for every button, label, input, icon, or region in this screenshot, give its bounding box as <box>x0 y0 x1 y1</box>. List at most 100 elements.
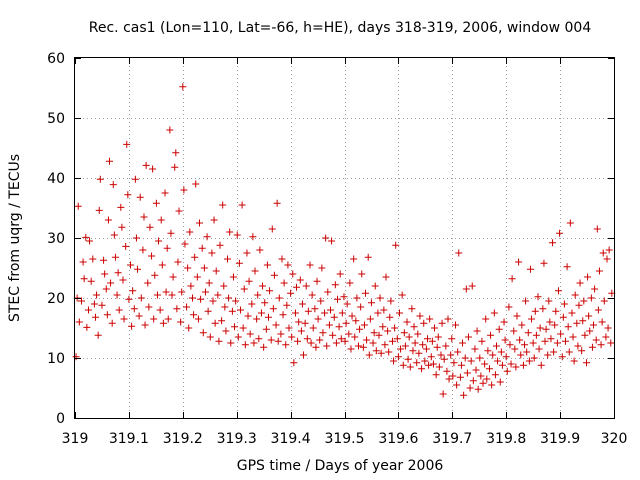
data-point <box>119 276 127 284</box>
data-point <box>456 373 464 381</box>
data-point <box>323 342 331 350</box>
data-point <box>379 323 387 331</box>
data-point <box>263 261 271 269</box>
data-point <box>172 149 180 157</box>
data-point <box>534 293 542 301</box>
data-point <box>597 341 605 349</box>
data-point <box>376 294 384 302</box>
data-point <box>231 323 239 331</box>
data-point <box>399 361 407 369</box>
data-point <box>578 347 586 355</box>
data-point <box>146 223 154 231</box>
data-point <box>278 255 286 263</box>
data-point <box>595 267 603 275</box>
data-point <box>95 206 103 214</box>
data-point <box>501 336 509 344</box>
data-point <box>568 309 576 317</box>
data-point <box>314 315 322 323</box>
data-point <box>531 307 539 315</box>
data-point <box>124 191 132 199</box>
data-point <box>302 282 310 290</box>
data-point <box>592 336 600 344</box>
data-point <box>346 279 354 287</box>
data-point <box>199 329 207 337</box>
data-point <box>503 367 511 375</box>
data-point <box>250 339 258 347</box>
data-point <box>415 349 423 357</box>
data-point <box>289 270 297 278</box>
data-point <box>388 337 396 345</box>
data-point <box>267 336 275 344</box>
data-point <box>221 303 229 311</box>
data-point <box>581 331 589 339</box>
data-point <box>375 331 383 339</box>
data-point <box>516 336 524 344</box>
data-point <box>418 365 426 373</box>
data-point <box>145 303 153 311</box>
data-point <box>362 289 370 297</box>
x-tick-label: 319.5 <box>324 431 364 447</box>
data-point <box>158 261 166 269</box>
x-tick-labels: 319 319.1 319.2 319.3 319.4 319.5 319.6 319.7 31… <box>62 431 628 447</box>
data-point <box>189 294 197 302</box>
data-point <box>295 318 303 326</box>
y-axis-label: STEC from uqrg / TECUs <box>7 154 23 322</box>
data-point <box>512 363 520 371</box>
data-point <box>341 337 349 345</box>
data-point <box>363 336 371 344</box>
data-point <box>559 313 567 321</box>
data-point <box>574 342 582 350</box>
data-point <box>290 359 298 367</box>
data-point <box>406 363 414 371</box>
data-point <box>301 319 309 327</box>
data-point <box>491 371 499 379</box>
data-point <box>134 265 142 273</box>
data-point <box>123 140 131 148</box>
data-point <box>120 315 128 323</box>
data-point <box>298 300 306 308</box>
data-point <box>393 335 401 343</box>
data-point <box>355 342 363 350</box>
data-point <box>453 381 461 389</box>
data-point <box>168 291 176 299</box>
data-point <box>131 175 139 183</box>
data-point <box>293 283 301 291</box>
data-point <box>222 327 230 335</box>
data-point <box>86 237 94 245</box>
data-point <box>196 219 204 227</box>
data-point <box>381 341 389 349</box>
data-point <box>377 349 385 357</box>
data-point <box>140 213 148 221</box>
data-point <box>316 336 324 344</box>
data-point <box>235 259 243 267</box>
data-point <box>551 321 559 329</box>
data-point <box>519 361 527 369</box>
data-point <box>404 355 412 363</box>
data-point <box>356 325 364 333</box>
data-point <box>236 306 244 314</box>
data-point <box>300 351 308 359</box>
data-point <box>149 165 157 173</box>
data-point <box>336 270 344 278</box>
data-point <box>478 337 486 345</box>
data-point <box>136 193 144 201</box>
data-point <box>426 315 434 323</box>
data-point <box>523 348 531 356</box>
x-tick-label: 319.9 <box>540 431 580 447</box>
data-point <box>468 282 476 290</box>
data-point <box>209 297 217 305</box>
data-point <box>605 246 613 254</box>
data-point <box>215 337 223 345</box>
data-point <box>153 291 161 299</box>
data-point <box>248 300 256 308</box>
data-point <box>547 335 555 343</box>
data-point <box>541 337 549 345</box>
data-point <box>535 345 543 353</box>
data-point <box>187 282 195 290</box>
data-point <box>122 242 130 250</box>
data-point <box>167 229 175 237</box>
data-point <box>553 339 561 347</box>
data-point <box>255 335 263 343</box>
data-point <box>416 312 424 320</box>
data-point <box>464 333 472 341</box>
